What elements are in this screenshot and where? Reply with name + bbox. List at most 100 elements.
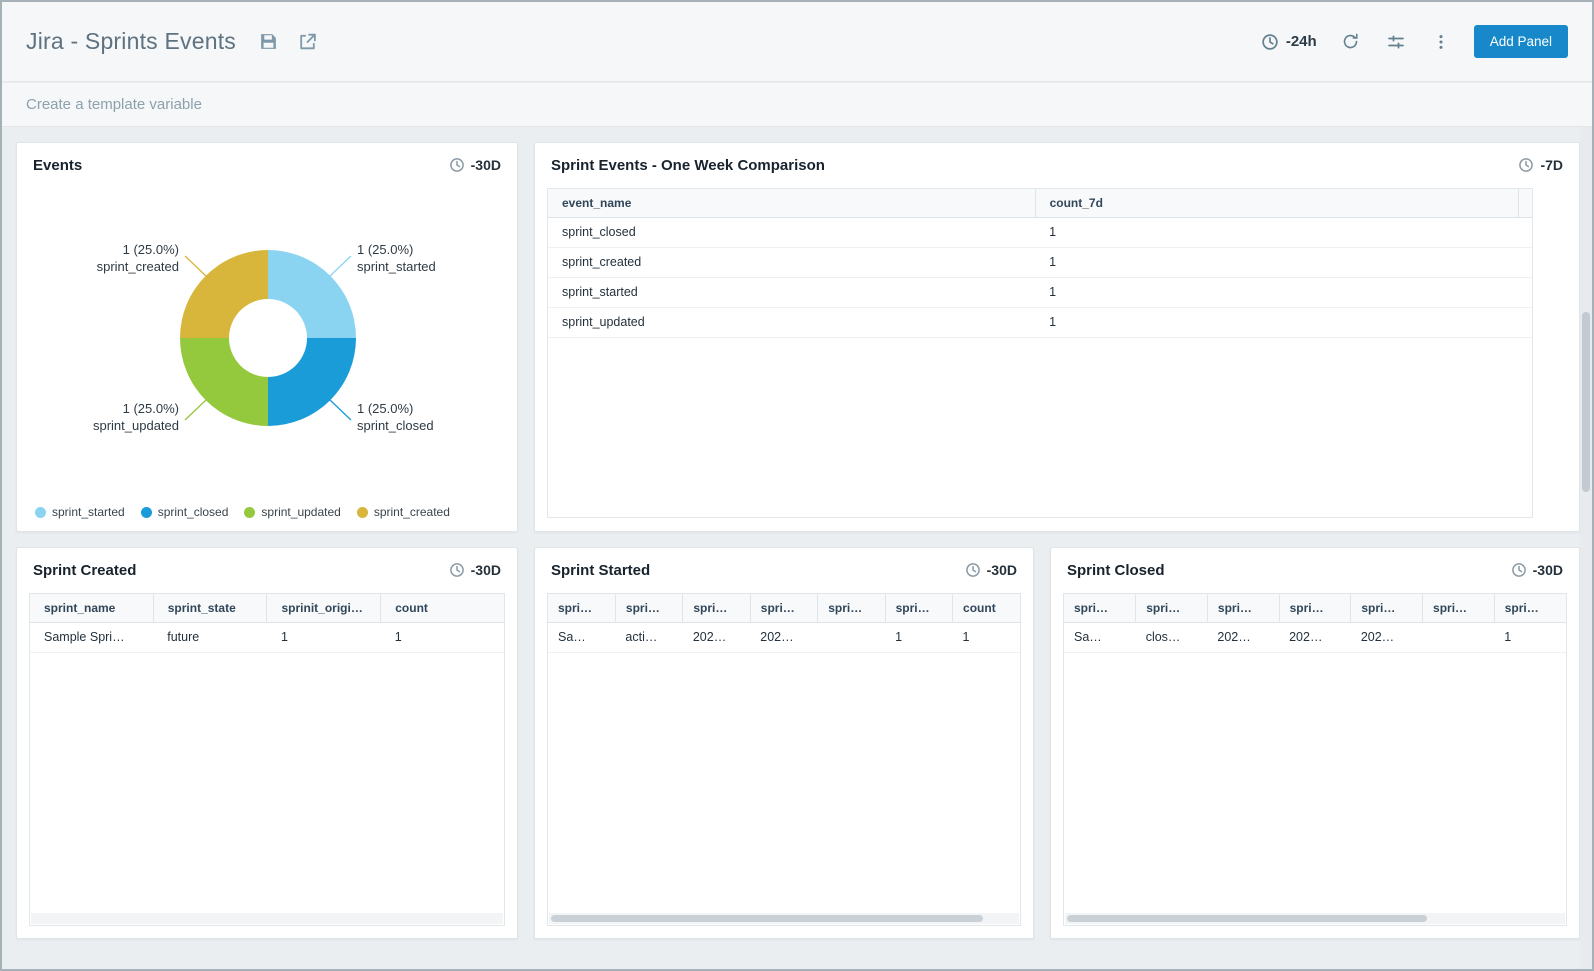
column-header[interactable]: count	[380, 594, 504, 623]
legend-swatch	[140, 506, 152, 518]
pie-slice-sprint-updated[interactable]	[180, 338, 268, 426]
column-header[interactable]: sprinit_origi…	[266, 594, 381, 623]
filter-button[interactable]	[1384, 30, 1408, 54]
horizontal-scrollbar-thumb[interactable]	[1067, 915, 1427, 922]
cell-count-7d: 1	[1035, 307, 1518, 338]
cell: 1	[380, 622, 504, 653]
callout-label-sprint-updated: sprint_updated	[93, 418, 179, 433]
table-row[interactable]: sprint_closed 1	[548, 217, 1532, 248]
panel-time-range[interactable]: -30D	[449, 562, 501, 578]
save-button[interactable]	[256, 29, 281, 54]
refresh-button[interactable]	[1339, 30, 1362, 53]
cell: 1	[266, 622, 381, 653]
table-row[interactable]: Sample Spri… future 1 1	[30, 622, 504, 653]
kebab-menu-icon	[1439, 34, 1443, 49]
time-range-control[interactable]: -24h	[1261, 33, 1317, 51]
panel-time-range[interactable]: -30D	[1511, 562, 1563, 578]
vertical-scrollbar-thumb[interactable]	[1582, 312, 1590, 492]
callout-value-sprint-started: 1 (25.0%)	[357, 242, 413, 257]
column-header[interactable]: spri…	[749, 594, 818, 623]
legend-item-sprint-started[interactable]: sprint_started	[35, 505, 125, 519]
add-panel-button[interactable]: Add Panel	[1473, 25, 1568, 58]
column-header[interactable]: spri…	[1278, 594, 1351, 623]
table-row[interactable]: sprint_started 1	[548, 277, 1532, 308]
panel-time-range[interactable]: -30D	[449, 157, 501, 173]
column-header[interactable]: spri…	[1135, 594, 1208, 623]
panel-time-range-label: -7D	[1540, 157, 1563, 173]
table-row[interactable]: sprint_created 1	[548, 247, 1532, 278]
panel-time-range-label: -30D	[1532, 562, 1563, 578]
save-icon	[261, 34, 276, 49]
column-header-event-name[interactable]: event_name	[548, 189, 1036, 218]
create-template-variable-link[interactable]: Create a template variable	[26, 96, 202, 113]
table-row[interactable]: sprint_updated 1	[548, 307, 1532, 338]
column-header[interactable]: sprint_state	[152, 594, 267, 623]
cell-event-name: sprint_closed	[548, 217, 1036, 248]
column-header[interactable]: count	[952, 594, 1020, 623]
cell	[817, 622, 886, 653]
title-actions	[256, 29, 320, 54]
pie-slice-sprint-closed[interactable]	[268, 338, 356, 426]
column-header[interactable]: sprint_name	[30, 594, 154, 623]
column-header[interactable]: spri…	[1422, 594, 1495, 623]
sprint-created-table: sprint_name sprint_state sprinit_origi… …	[29, 593, 505, 926]
panel-sprint-created: Sprint Created -30D sprint_name sprint_s…	[16, 547, 518, 939]
vertical-scrollbar[interactable]	[1580, 127, 1592, 969]
events-donut-chart: 1 (25.0%) sprint_started 1 (25.0%) sprin…	[17, 187, 517, 491]
cell: 202…	[1350, 622, 1423, 653]
share-icon	[300, 33, 316, 50]
dashboard-title: Jira - Sprints Events	[26, 28, 236, 54]
refresh-icon	[1343, 33, 1358, 49]
column-header[interactable]: spri…	[817, 594, 886, 623]
callout-value-sprint-created: 1 (25.0%)	[123, 242, 179, 257]
gutter-cell	[1518, 217, 1532, 248]
pie-slice-sprint-started[interactable]	[268, 250, 356, 338]
legend-label: sprint_closed	[157, 505, 229, 519]
column-header[interactable]: spri…	[1064, 594, 1136, 623]
clock-icon	[1262, 33, 1278, 50]
legend-label: sprint_created	[373, 505, 450, 519]
share-button[interactable]	[295, 29, 320, 54]
column-header[interactable]: spri…	[682, 594, 751, 623]
panel-time-range-label: -30D	[986, 562, 1017, 578]
gutter-cell	[1518, 277, 1532, 308]
column-header[interactable]: spri…	[1350, 594, 1423, 623]
cell: Sa…	[1064, 622, 1136, 653]
horizontal-scrollbar[interactable]	[1065, 913, 1565, 924]
legend-item-sprint-updated[interactable]: sprint_updated	[244, 505, 341, 519]
legend-swatch	[244, 506, 256, 518]
table-row[interactable]: Sa… acti… 202… 202… 1 1	[548, 622, 1020, 653]
cell: 1	[1494, 622, 1566, 653]
table-header-row: spri… spri… spri… spri… spri… spri… spri…	[1064, 594, 1566, 623]
column-header-count-7d[interactable]: count_7d	[1034, 189, 1518, 218]
legend-item-sprint-created[interactable]: sprint_created	[356, 505, 450, 519]
column-header[interactable]: spri…	[614, 594, 683, 623]
table-header-row: event_name count_7d	[548, 189, 1532, 218]
comparison-table: event_name count_7d sprint_closed 1 spri	[547, 188, 1533, 518]
panel-time-range[interactable]: -30D	[965, 562, 1017, 578]
column-header[interactable]: spri…	[884, 594, 953, 623]
panel-time-range[interactable]: -7D	[1518, 157, 1563, 173]
callout-label-sprint-closed: sprint_closed	[357, 418, 434, 433]
cell: 202…	[682, 622, 751, 653]
kebab-menu-button[interactable]	[1430, 31, 1452, 53]
dashboard-header: Jira - Sprints Events -24h	[2, 2, 1592, 82]
column-header[interactable]: spri…	[548, 594, 616, 623]
column-header[interactable]: spri…	[1493, 594, 1566, 623]
cell-event-name: sprint_created	[548, 247, 1036, 278]
callout-line-sprint-created	[184, 255, 207, 277]
cell: Sample Spri…	[30, 622, 154, 653]
cell: clos…	[1135, 622, 1208, 653]
callout-value-sprint-closed: 1 (25.0%)	[357, 401, 413, 416]
cell-count-7d: 1	[1035, 217, 1518, 248]
column-header[interactable]: spri…	[1206, 594, 1280, 623]
panel-header: Sprint Closed -30D	[1051, 548, 1579, 592]
panel-title: Sprint Events - One Week Comparison	[551, 156, 825, 174]
horizontal-scrollbar[interactable]	[31, 913, 503, 924]
pie-slice-sprint-created[interactable]	[180, 250, 268, 338]
horizontal-scrollbar[interactable]	[549, 913, 1019, 924]
table-row[interactable]: Sa… clos… 202… 202… 202… 1	[1064, 622, 1566, 653]
legend-item-sprint-closed[interactable]: sprint_closed	[140, 505, 229, 519]
horizontal-scrollbar-thumb[interactable]	[551, 915, 984, 922]
